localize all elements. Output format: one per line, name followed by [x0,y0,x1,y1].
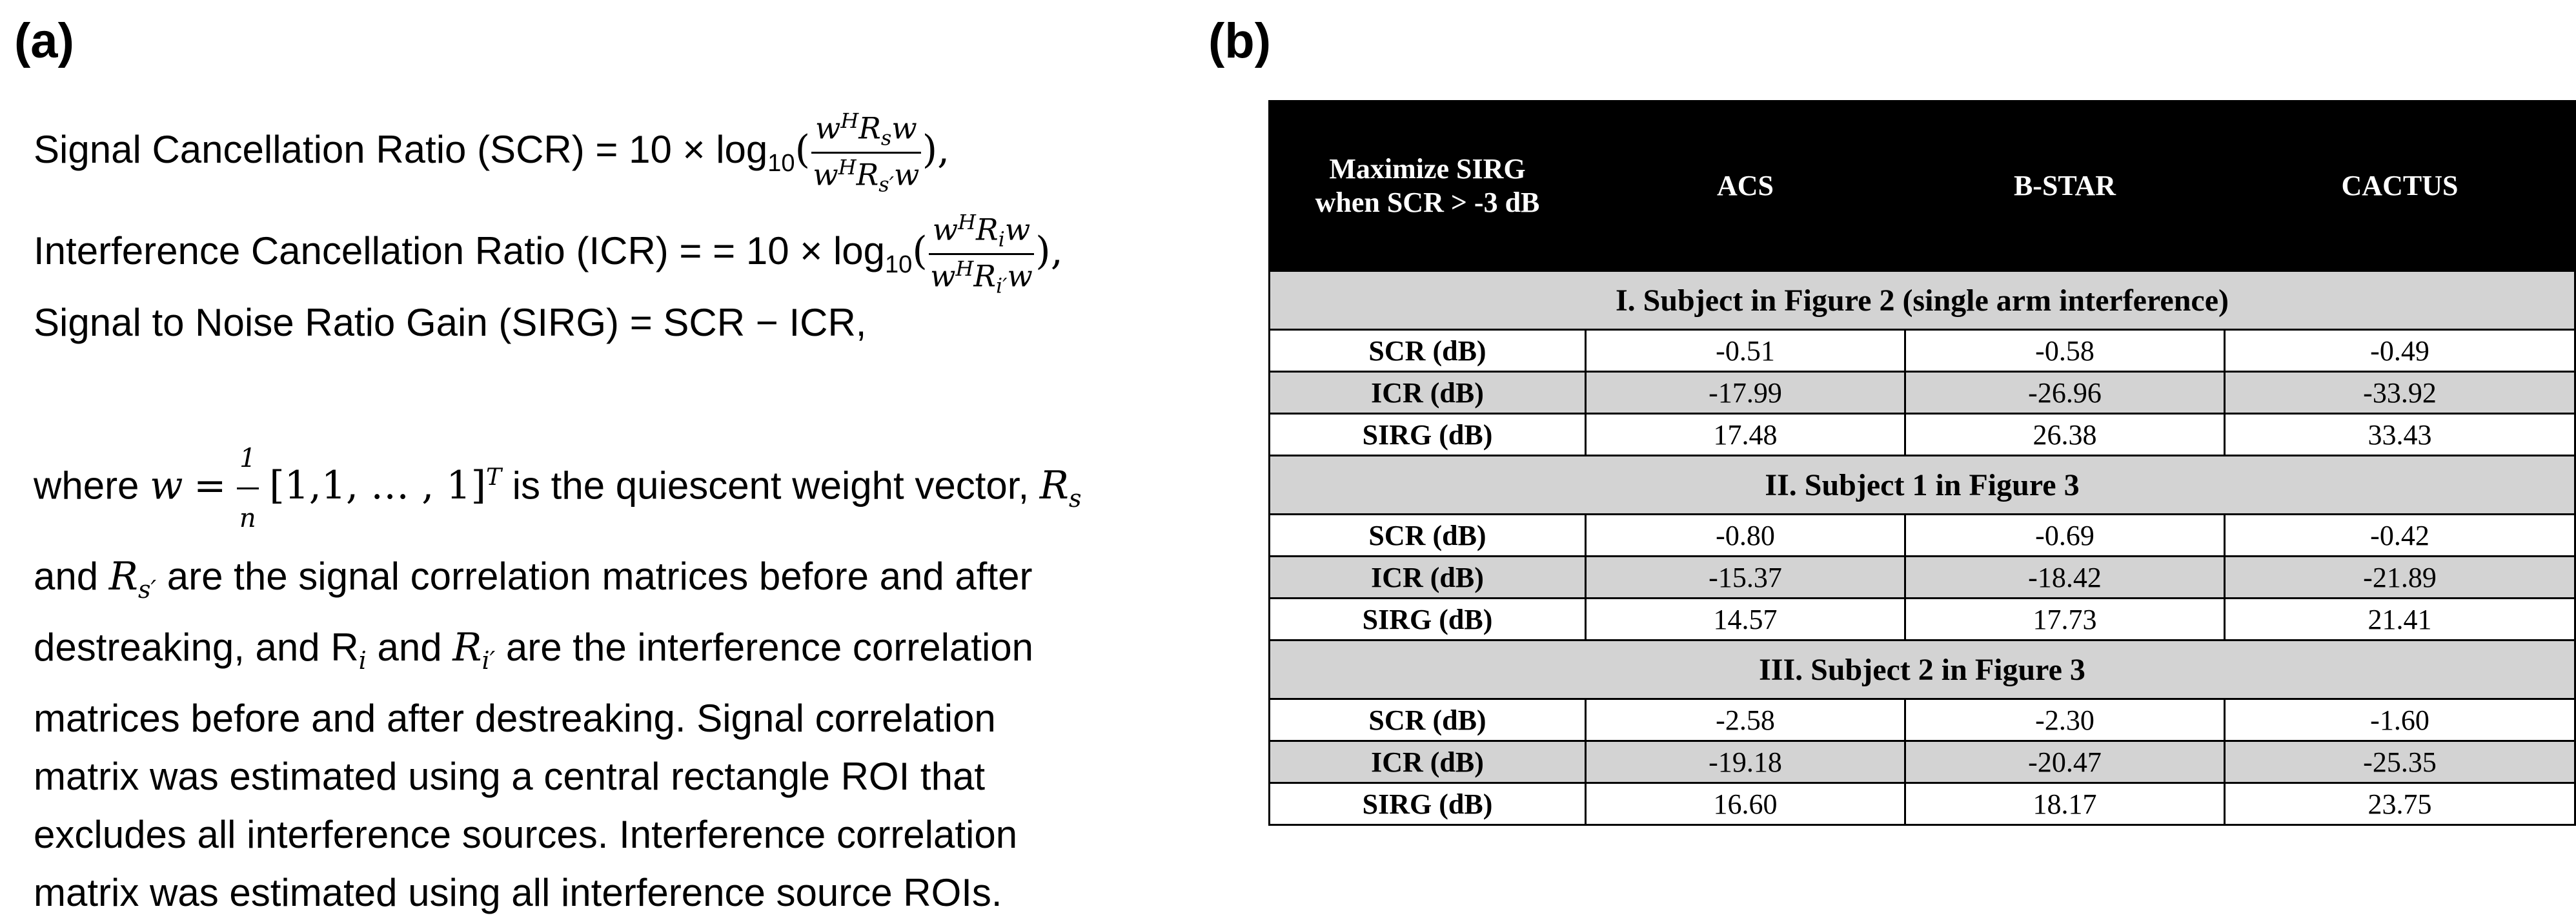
cell-acs: 14.57 [1585,597,1906,641]
table-row: SCR (dB) -0.51 -0.58 -0.49 [1268,329,2576,373]
header-criterion: Maximize SIRG when SCR > -3 dB [1268,100,1587,272]
cell-bstar: -20.47 [1904,740,2226,784]
cell-cactus: 33.43 [2224,413,2576,456]
icr-log-base: 10 [885,251,913,278]
cell-bstar: -18.42 [1904,555,2226,599]
table-header-row: Maximize SIRG when SCR > -3 dB ACS B-STAR… [1268,100,2576,272]
paragraph-line-6: excludes all interference sources. Inter… [34,813,1018,856]
section-header-row: III. Subject 2 in Figure 3 [1268,639,2576,700]
paragraph-line-3: destreaking, and Ri and Ri′ are the inte… [34,625,1034,675]
cell-bstar: -0.69 [1904,513,2226,557]
cell-cactus: -1.60 [2224,698,2576,742]
row-label: SIRG (dB) [1268,782,1587,826]
sirg-equation: Signal to Noise Ratio Gain (SIRG) = SCR … [34,301,867,344]
table-row: SCR (dB) -2.58 -2.30 -1.60 [1268,698,2576,742]
row-label: SCR (dB) [1268,329,1587,373]
header-acs: ACS [1585,100,1906,272]
scr-prefix: Signal Cancellation Ratio (SCR) = 10 × l… [34,127,768,171]
row-label: SCR (dB) [1268,513,1587,557]
row-label: SCR (dB) [1268,698,1587,742]
table-row: SIRG (dB) 14.57 17.73 21.41 [1268,597,2576,641]
header-bstar: B-STAR [1904,100,2226,272]
header-cactus: CACTUS [2224,100,2576,272]
table-row: SCR (dB) -0.80 -0.69 -0.42 [1268,513,2576,557]
cell-acs: -0.80 [1585,513,1906,557]
cell-acs: -15.37 [1585,555,1906,599]
cell-cactus: 23.75 [2224,782,2576,826]
row-label: ICR (dB) [1268,371,1587,415]
table-row: ICR (dB) -17.99 -26.96 -33.92 [1268,371,2576,415]
cell-bstar: 17.73 [1904,597,2226,641]
paragraph-line-5: matrix was estimated using a central rec… [34,755,985,798]
scr-log-base: 10 [767,149,795,177]
section-title: II. Subject 1 in Figure 3 [1268,455,2576,515]
section-title: I. Subject in Figure 2 (single arm inter… [1268,270,2576,331]
row-label: SIRG (dB) [1268,597,1587,641]
cell-cactus: -21.89 [2224,555,2576,599]
cell-acs: 17.48 [1585,413,1906,456]
cell-cactus: -33.92 [2224,371,2576,415]
section-header-row: II. Subject 1 in Figure 3 [1268,455,2576,515]
cell-bstar: -0.58 [1904,329,2226,373]
paragraph-line-4: matrices before and after destreaking. S… [34,697,996,740]
cell-cactus: -0.49 [2224,329,2576,373]
table-row: SIRG (dB) 17.48 26.38 33.43 [1268,413,2576,456]
cell-acs: -0.51 [1585,329,1906,373]
icr-equation: Interference Cancellation Ratio (ICR) = … [34,210,1063,298]
table-row: ICR (dB) -15.37 -18.42 -21.89 [1268,555,2576,599]
panel-b-label: (b) [1208,14,1272,68]
row-label: SIRG (dB) [1268,413,1587,456]
cell-acs: 16.60 [1585,782,1906,826]
cell-bstar: 26.38 [1904,413,2226,456]
cell-cactus: -0.42 [2224,513,2576,557]
row-label: ICR (dB) [1268,740,1587,784]
icr-prefix: Interference Cancellation Ratio (ICR) = … [34,229,886,272]
table-row: ICR (dB) -19.18 -20.47 -25.35 [1268,740,2576,784]
cell-cactus: -25.35 [2224,740,2576,784]
cell-bstar: 18.17 [1904,782,2226,826]
cell-cactus: 21.41 [2224,597,2576,641]
results-table: Maximize SIRG when SCR > -3 dB ACS B-STAR… [1268,100,2576,826]
panel-a-label: (a) [14,14,74,68]
paragraph-line-7: matrix was estimated using all interfere… [34,871,1002,914]
section-header-row: I. Subject in Figure 2 (single arm inter… [1268,270,2576,331]
cell-acs: -17.99 [1585,371,1906,415]
cell-bstar: -26.96 [1904,371,2226,415]
section-title: III. Subject 2 in Figure 3 [1268,639,2576,700]
paragraph-line-2: and Rs′ are the signal correlation matri… [34,554,1033,604]
scr-equation: Signal Cancellation Ratio (SCR) = 10 × l… [34,108,950,197]
cell-bstar: -2.30 [1904,698,2226,742]
scr-fraction: wHRsw wHRs′w [811,108,921,196]
icr-fraction: wHRiw wHRi′w [928,210,1035,298]
cell-acs: -19.18 [1585,740,1906,784]
table-row: SIRG (dB) 16.60 18.17 23.75 [1268,782,2576,826]
row-label: ICR (dB) [1268,555,1587,599]
cell-acs: -2.58 [1585,698,1906,742]
